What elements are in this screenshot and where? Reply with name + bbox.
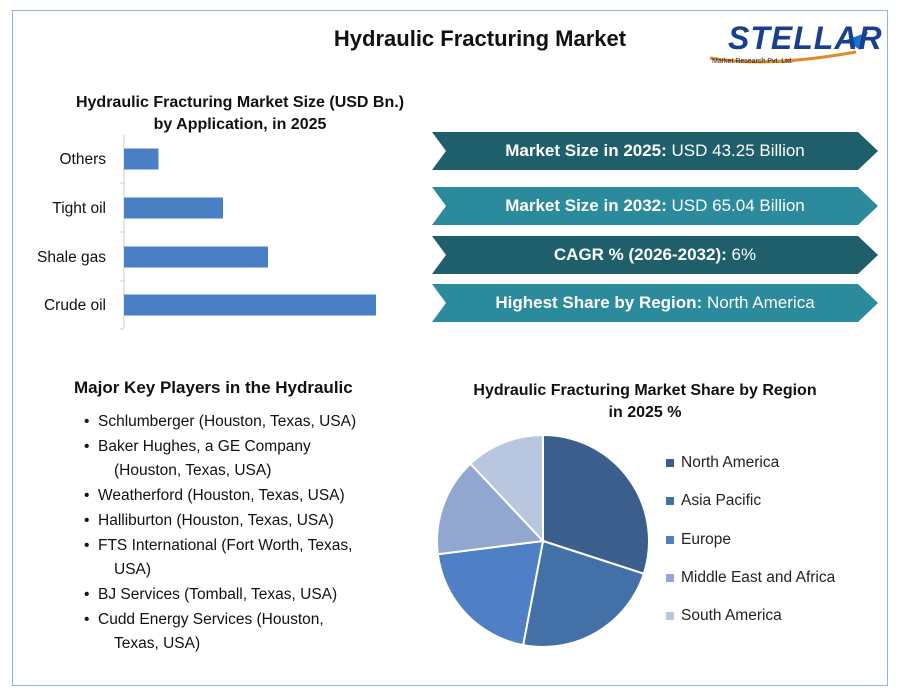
pie-chart [436, 433, 650, 648]
legend-label: Middle East and Africa [681, 569, 836, 587]
banner-label: Highest Share by Region: [495, 293, 703, 312]
pie-slice-north-america [542, 433, 650, 576]
pie-slice-south-america [469, 433, 544, 544]
list-item: Baker Hughes, a GE Company (Houston, Texa… [84, 435, 384, 483]
pie-slice-asia-pacific [521, 539, 646, 648]
list-item: Halliburton (Houston, Texas, USA) [84, 509, 384, 533]
logo-wordmark: STELLAR [728, 20, 883, 56]
player-location: Texas, USA) [114, 635, 201, 652]
banner-arrow-shape [432, 236, 878, 274]
player-name: FTS International (Fort Worth, Texas, [98, 537, 353, 554]
pie-slice-middle-east-and-africa [436, 462, 546, 556]
legend-swatch [666, 612, 674, 621]
stat-banner: CAGR % (2026-2032): 6% [432, 236, 878, 274]
legend-item: South America [666, 597, 835, 635]
bar-crude-oil [124, 294, 376, 316]
logo-swoosh-icon [709, 32, 868, 64]
stat-banner: Market Size in 2025: USD 43.25 Billion [432, 132, 878, 170]
page-title: Hydraulic Fracturing Market [333, 26, 627, 51]
player-name: Schlumberger (Houston, Texas, USA) [98, 413, 357, 430]
player-name: Baker Hughes, a GE Company [98, 438, 311, 455]
pie-chart-title: Hydraulic Fracturing Market Share by Reg… [473, 382, 817, 421]
banner-arrow-shape [432, 284, 878, 322]
stat-banner: Market Size in 2032: USD 65.04 Billion [432, 187, 878, 225]
key-players-list: Schlumberger (Houston, Texas, USA) Baker … [84, 410, 384, 657]
stat-banner: Highest Share by Region: North America [432, 284, 878, 322]
bar-category-label: Crude oil [44, 297, 106, 314]
legend-swatch [666, 497, 674, 506]
banner-value: USD 65.04 Billion [666, 196, 805, 215]
banner-label: Market Size in 2025: [505, 141, 667, 160]
player-location: (Houston, Texas, USA) [114, 462, 272, 479]
banner-value: USD 43.25 Billion [666, 141, 805, 160]
list-item: BJ Services (Tomball, Texas, USA) [84, 583, 384, 607]
legend-label: South America [681, 607, 782, 625]
list-item: FTS International (Fort Worth, Texas, USA… [84, 534, 384, 582]
logo-subtext: Market Research Pvt. Ltd. [712, 58, 793, 65]
legend-swatch [666, 574, 674, 583]
list-item: Cudd Energy Services (Houston, Texas, USA… [84, 608, 384, 656]
banner-arrow-shape [432, 187, 878, 225]
legend-item: North America [666, 444, 835, 482]
legend-label: Asia Pacific [681, 492, 762, 510]
bar-others [124, 148, 159, 170]
list-item: Weatherford (Houston, Texas, USA) [84, 484, 384, 508]
banner-label: Market Size in 2032: [505, 196, 667, 215]
banner-arrow-shape [432, 132, 878, 170]
bar-chart: Crude oil Shale gas Tight oil Others [37, 135, 376, 330]
player-name: Halliburton (Houston, Texas, USA) [98, 512, 334, 529]
bar-category-label: Others [59, 151, 106, 168]
player-name: Weatherford (Houston, Texas, USA) [98, 487, 345, 504]
player-name: BJ Services (Tomball, Texas, USA) [98, 586, 338, 603]
legend-swatch [666, 459, 674, 468]
legend-item: Middle East and Africa [666, 559, 835, 597]
bar-shale-gas [124, 246, 268, 268]
pie-legend: North America Asia Pacific Europe Middle Ea… [666, 444, 835, 635]
player-location: USA) [114, 561, 152, 578]
bar-tight-oil [124, 197, 223, 219]
legend-item: Asia Pacific [666, 482, 835, 520]
banner-label: CAGR % (2026-2032): [553, 245, 727, 264]
infographic-frame [12, 10, 888, 686]
legend-label: North America [681, 454, 780, 472]
legend-swatch [666, 535, 674, 544]
key-players-title: Major Key Players in the Hydraulic [74, 378, 353, 397]
banner-value: 6% [726, 245, 757, 264]
player-name: Cudd Energy Services (Houston, [98, 611, 324, 628]
legend-item: Europe [666, 521, 835, 559]
bar-chart-title: Hydraulic Fracturing Market Size (USD Bn… [75, 94, 405, 133]
pie-slice-europe [436, 539, 545, 647]
bar-category-label: Shale gas [37, 249, 106, 266]
banner-value: North America [702, 293, 815, 312]
legend-label: Europe [681, 530, 731, 548]
list-item: Schlumberger (Houston, Texas, USA) [84, 410, 384, 434]
bar-category-label: Tight oil [52, 200, 106, 217]
